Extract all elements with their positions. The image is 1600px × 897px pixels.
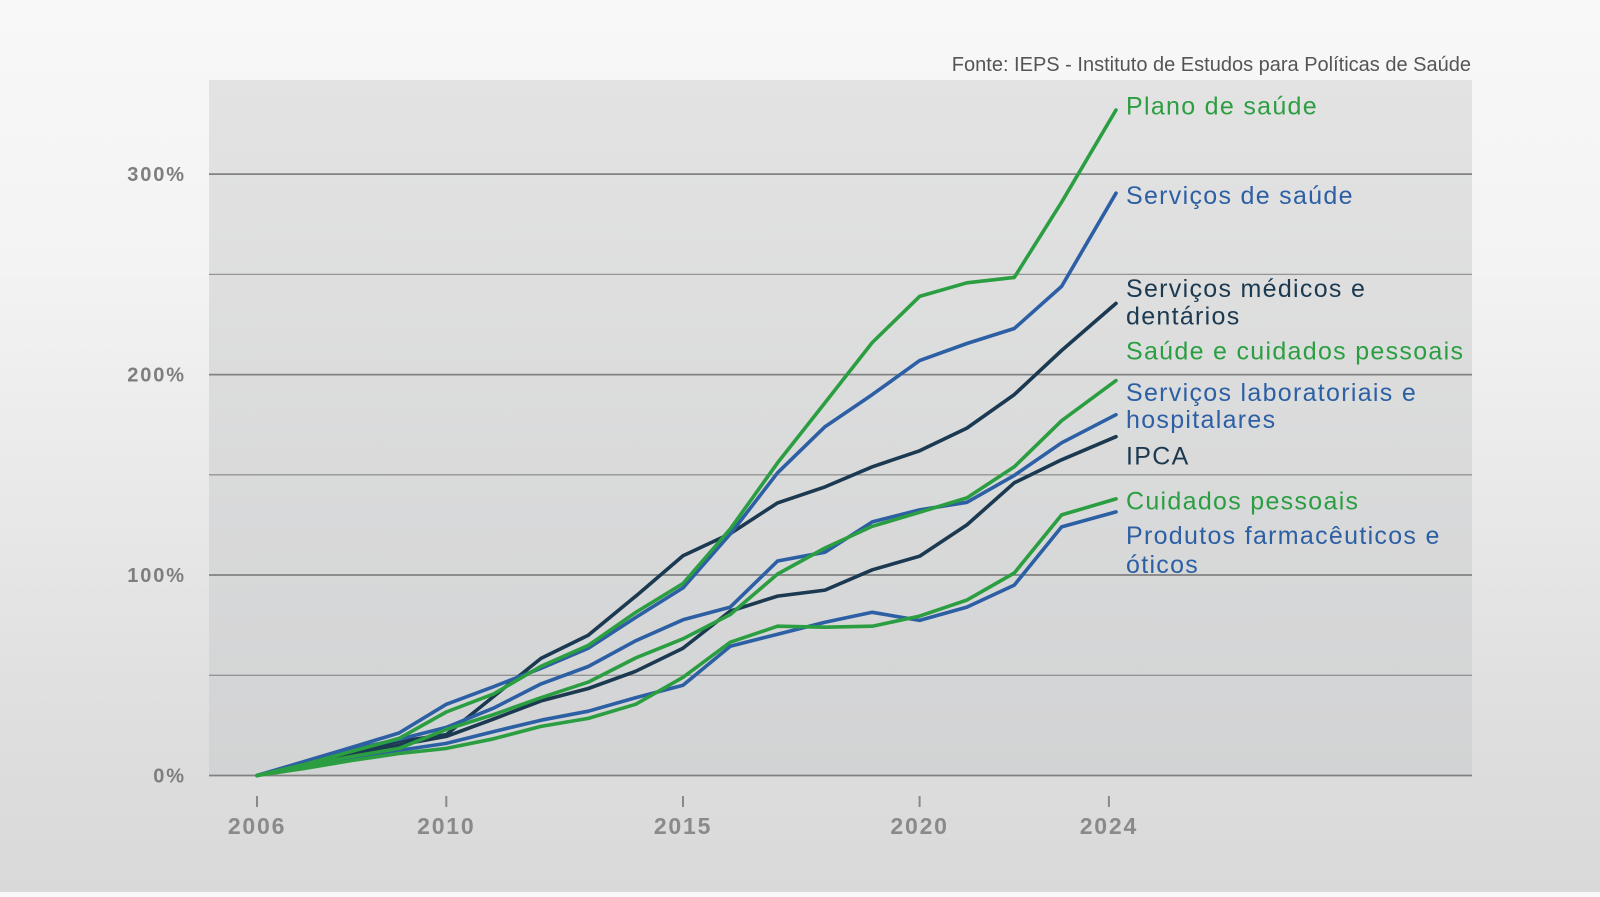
svg-text:IPCA: IPCA xyxy=(1126,443,1190,471)
svg-text:0%: 0% xyxy=(153,766,186,788)
svg-text:Serviços médicos e: Serviços médicos e xyxy=(1126,275,1366,303)
svg-text:2006: 2006 xyxy=(228,813,286,839)
svg-text:Serviços laboratoriais e: Serviços laboratoriais e xyxy=(1126,379,1417,407)
svg-text:óticos: óticos xyxy=(1126,551,1199,579)
svg-text:200%: 200% xyxy=(127,365,186,387)
svg-text:300%: 300% xyxy=(127,164,186,186)
svg-text:hospitalares: hospitalares xyxy=(1126,406,1276,434)
svg-text:Serviços de saúde: Serviços de saúde xyxy=(1126,182,1354,210)
svg-text:2024: 2024 xyxy=(1080,813,1138,839)
svg-text:Produtos farmacêuticos e: Produtos farmacêuticos e xyxy=(1126,522,1441,550)
svg-text:100%: 100% xyxy=(127,565,186,587)
svg-text:2020: 2020 xyxy=(890,813,948,839)
svg-text:Cuidados pessoais: Cuidados pessoais xyxy=(1126,487,1359,515)
svg-text:Fonte: IEPS - Instituto de Est: Fonte: IEPS - Instituto de Estudos para … xyxy=(952,54,1471,76)
svg-text:2015: 2015 xyxy=(654,813,712,839)
svg-text:dentários: dentários xyxy=(1126,302,1241,330)
svg-text:Saúde e cuidados pessoais: Saúde e cuidados pessoais xyxy=(1126,337,1464,365)
svg-text:2010: 2010 xyxy=(417,813,475,839)
svg-text:Plano de saúde: Plano de saúde xyxy=(1126,93,1318,121)
